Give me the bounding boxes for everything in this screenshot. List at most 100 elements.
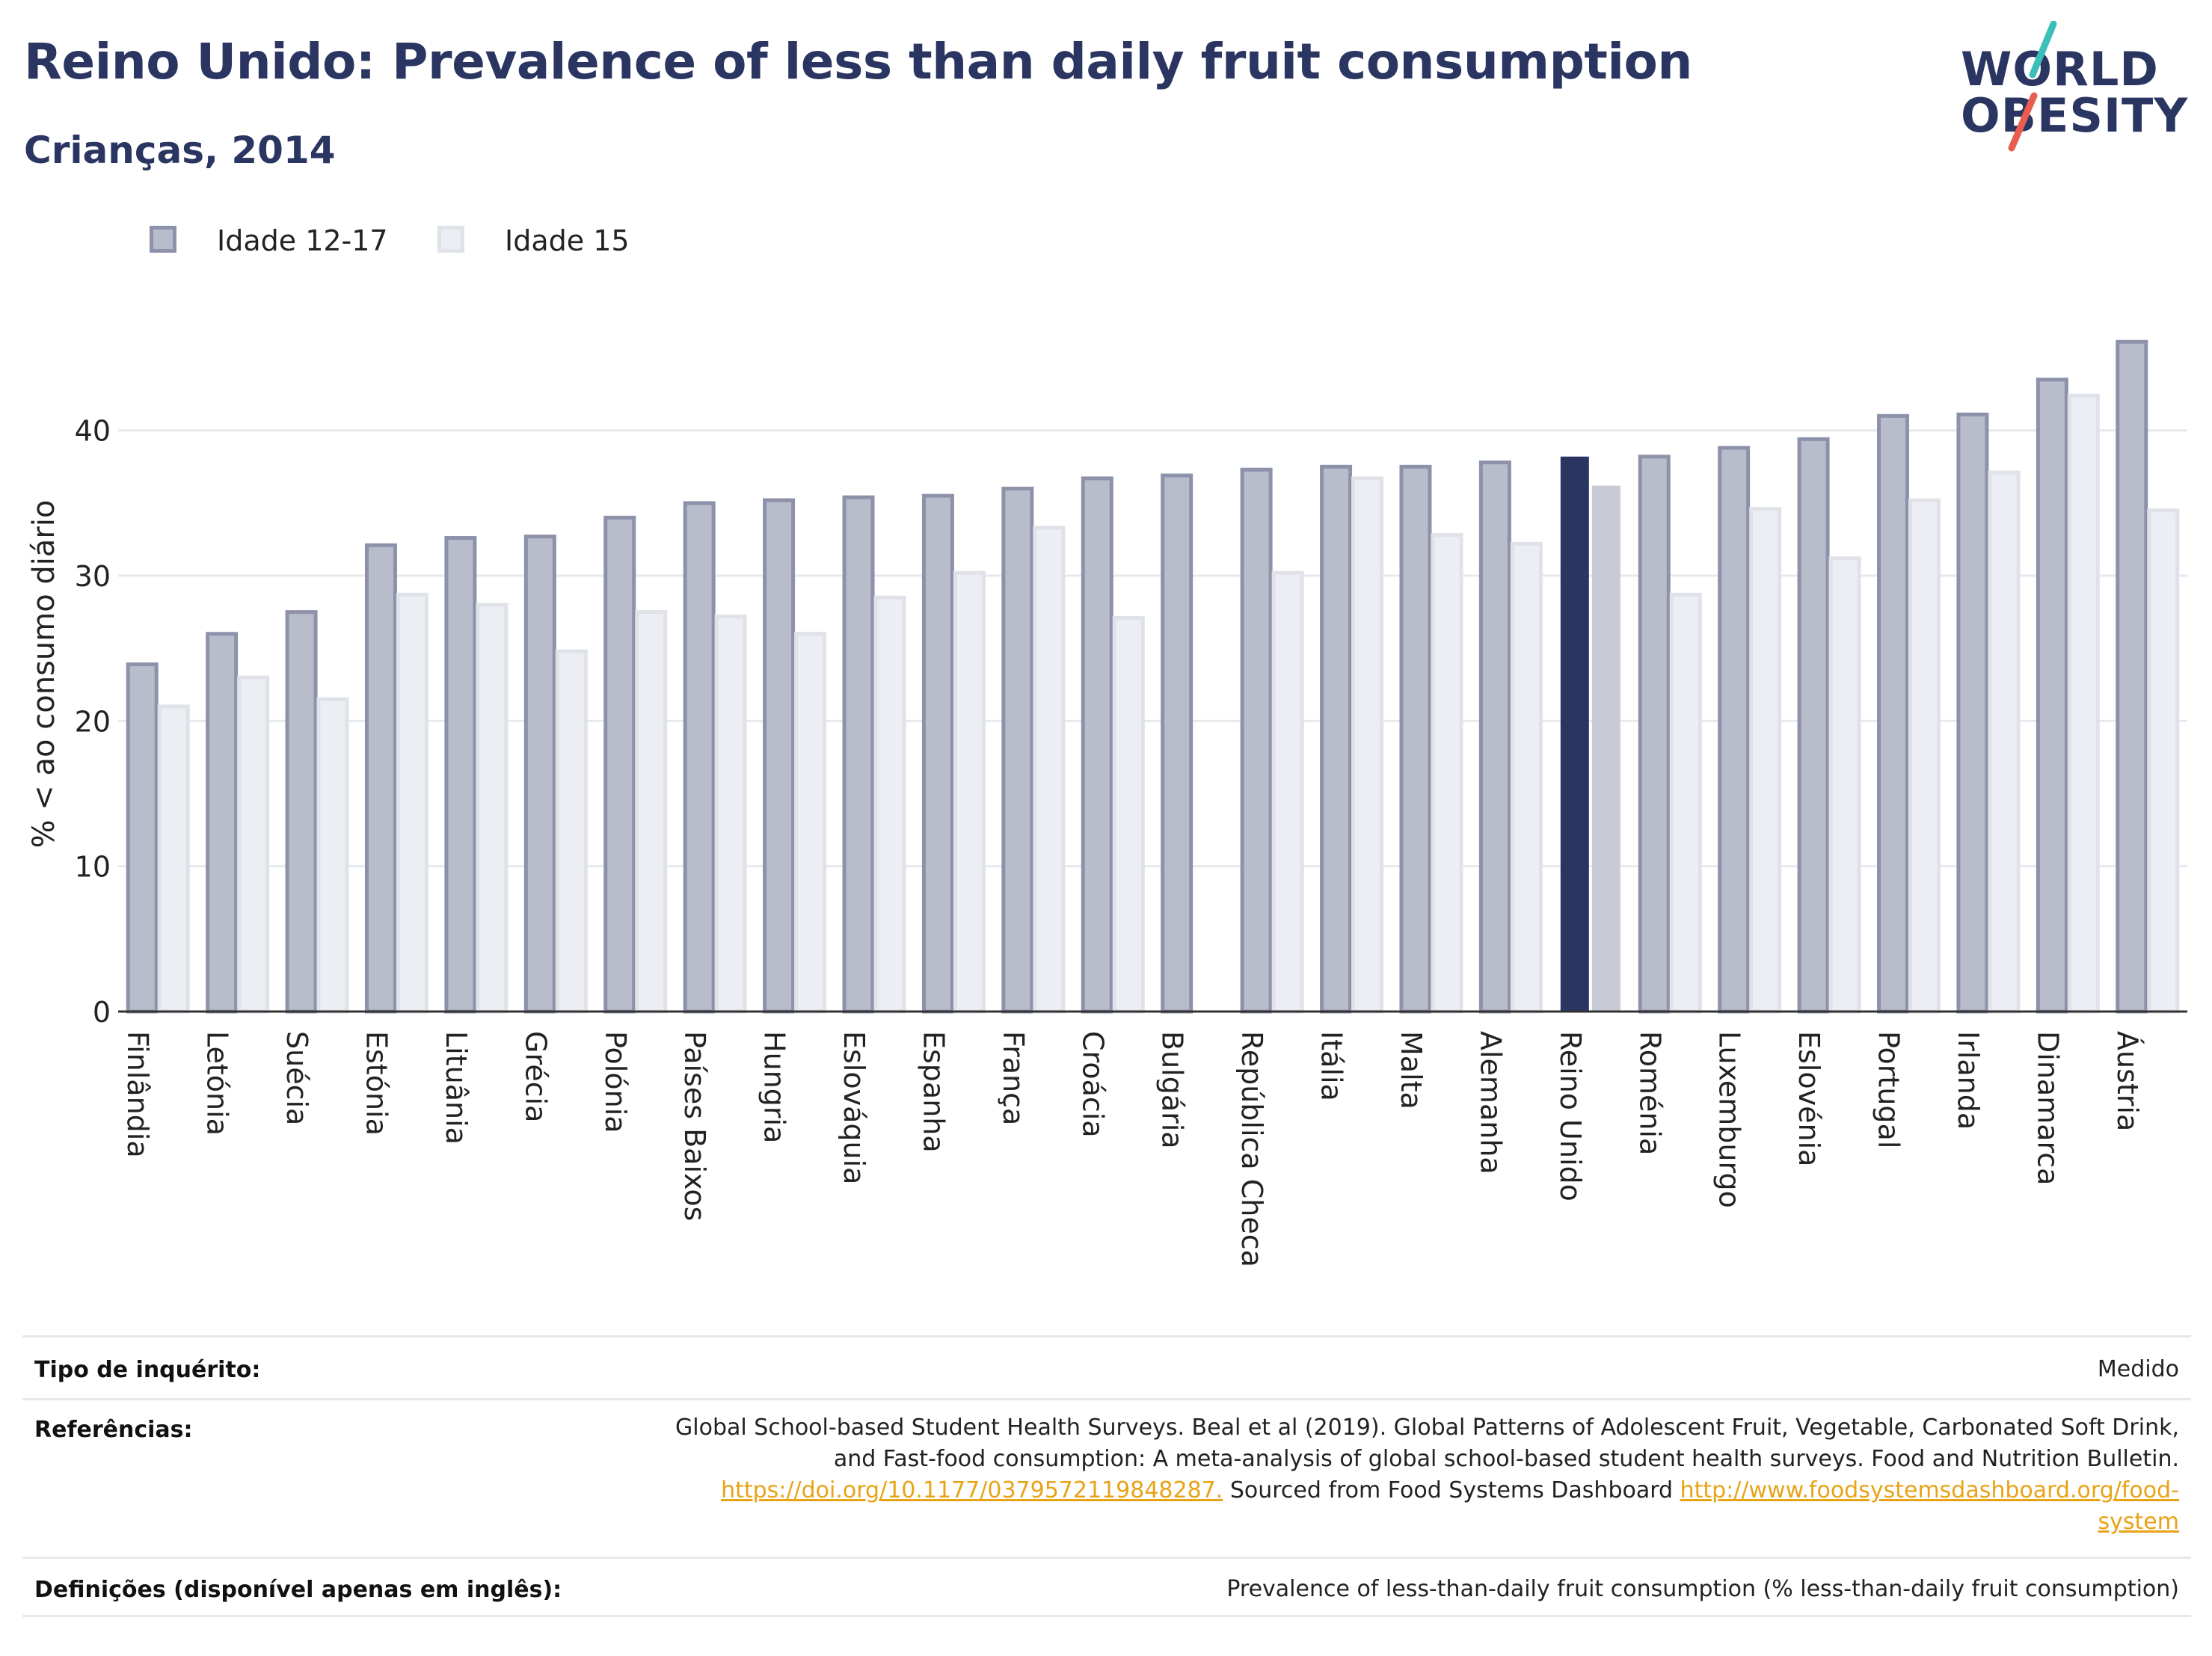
x-tick-label: República Checa [1235, 1031, 1268, 1267]
x-tick-label: França [997, 1031, 1030, 1125]
doi-link[interactable]: https://doi.org/10.1177/0379572119848287… [721, 1477, 1223, 1503]
bar-idade-15[interactable] [1828, 556, 1861, 1014]
bar-idade-12-17[interactable] [921, 493, 954, 1014]
chart-title: Reino Unido: Prevalence of less than dai… [24, 33, 1692, 90]
reference-line-3: https://doi.org/10.1177/0379572119848287… [675, 1475, 2179, 1506]
x-tick-label: Irlanda [1952, 1031, 1985, 1130]
bar-idade-15[interactable] [794, 632, 827, 1014]
bar-idade-15[interactable] [1591, 485, 1620, 1012]
bar-idade-15[interactable] [237, 675, 270, 1014]
info-row-definitions: Definições (disponível apenas em inglês)… [22, 1557, 2191, 1619]
bar-idade-12-17[interactable] [1478, 460, 1511, 1014]
info-value-definitions: Prevalence of less-than-daily fruit cons… [1226, 1576, 2179, 1602]
food-systems-link-cont[interactable]: system [2098, 1509, 2179, 1535]
bar-idade-12-17[interactable] [1877, 413, 1910, 1014]
bar-idade-12-17[interactable] [364, 543, 397, 1014]
bar-idade-15[interactable] [1988, 470, 2021, 1014]
legend-label-series2: Idade 15 [505, 224, 630, 257]
x-tick-label: Eslovénia [1792, 1031, 1825, 1166]
bar-idade-12-17[interactable] [1956, 412, 1989, 1014]
reference-sourced-text: Sourced from Food Systems Dashboard [1223, 1477, 1680, 1503]
bar-idade-12-17[interactable] [603, 515, 636, 1014]
y-tick-label: 10 [75, 851, 111, 884]
info-row-survey-type: Tipo de inquérito: Medido [22, 1335, 2191, 1398]
bar-idade-15[interactable] [1431, 533, 1463, 1014]
x-tick-label: Eslováquia [838, 1031, 870, 1184]
bar-idade-15[interactable] [1033, 526, 1066, 1014]
legend-swatch-series1 [150, 226, 176, 253]
bar-idade-15[interactable] [714, 614, 747, 1014]
x-tick-label: Dinamarca [2031, 1031, 2064, 1185]
bar-idade-12-17[interactable] [523, 535, 556, 1014]
bar-idade-15[interactable] [396, 592, 428, 1014]
info-value-survey-type: Medido [2097, 1356, 2179, 1382]
x-tick-label: Letónia [201, 1031, 234, 1136]
bar-idade-12-17[interactable] [285, 610, 318, 1014]
reference-line-4: system [675, 1506, 2179, 1538]
bar-idade-12-17[interactable] [1399, 464, 1432, 1014]
bar-idade-12-17[interactable] [1081, 476, 1113, 1014]
food-systems-link[interactable]: http://www.foodsystemsdashboard.org/food… [1680, 1477, 2179, 1503]
bar-idade-12-17[interactable] [842, 495, 875, 1014]
logo-slash-icon [2008, 21, 2057, 152]
bar-idade-12-17[interactable] [1240, 467, 1273, 1014]
x-tick-label: Croácia [1076, 1031, 1109, 1138]
bar-idade-15[interactable] [1112, 615, 1145, 1014]
x-tick-label: Países Baixos [678, 1031, 711, 1221]
bar-idade-15[interactable] [953, 570, 986, 1014]
bar-idade-12-17[interactable] [206, 632, 239, 1014]
bar-idade-12-17[interactable] [1797, 437, 1830, 1014]
bar-idade-15[interactable] [873, 595, 906, 1014]
bar-idade-15[interactable] [1669, 592, 1702, 1014]
world-obesity-logo[interactable]: WORLD OBESITY [1944, 21, 2199, 163]
bar-idade-15[interactable] [555, 649, 588, 1014]
bar-idade-12-17[interactable] [2116, 339, 2148, 1014]
y-axis-title: % < ao consumo diário [27, 500, 61, 849]
bar-idade-15[interactable] [1351, 476, 1384, 1014]
x-tick-label: Malta [1395, 1031, 1428, 1109]
logo-line1: WORLD [1961, 42, 2159, 96]
bar-idade-12-17[interactable] [126, 662, 159, 1014]
bar-idade-15[interactable] [157, 704, 190, 1014]
bar-idade-15[interactable] [1271, 570, 1304, 1014]
bar-idade-12-17[interactable] [1161, 473, 1193, 1014]
bar-idade-12-17[interactable] [1560, 456, 1589, 1012]
bar-idade-12-17[interactable] [2036, 378, 2068, 1014]
info-key-survey-type: Tipo de inquérito: [34, 1357, 261, 1383]
x-tick-label: Polónia [599, 1031, 632, 1133]
x-tick-label: Reino Unido [1554, 1031, 1587, 1201]
x-tick-label: Luxemburgo [1713, 1031, 1746, 1208]
bar-idade-12-17[interactable] [1718, 446, 1751, 1014]
y-tick-label: 30 [75, 560, 111, 593]
bar-idade-15[interactable] [1908, 498, 1941, 1014]
reference-line-2: and Fast-food consumption: A meta-analys… [833, 1446, 2179, 1472]
chart-subtitle: Crianças, 2014 [24, 129, 336, 172]
bar-idade-12-17[interactable] [444, 536, 477, 1014]
bar-idade-15[interactable] [2067, 393, 2100, 1014]
x-tick-label: Hungria [758, 1031, 791, 1143]
reference-line-1: Global School-based Student Health Surve… [675, 1415, 2179, 1441]
bar-idade-12-17[interactable] [763, 498, 796, 1014]
bar-idade-15[interactable] [635, 610, 668, 1014]
x-tick-label: Portugal [1872, 1031, 1905, 1148]
bar-idade-12-17[interactable] [1001, 486, 1034, 1014]
bar-idade-12-17[interactable] [1638, 455, 1671, 1014]
info-row-references: Referências: Global School-based Student… [22, 1398, 2191, 1557]
x-tick-label: Bulgária [1156, 1031, 1189, 1149]
bar-idade-15[interactable] [2147, 508, 2180, 1014]
info-value-references: Global School-based Student Health Surve… [675, 1412, 2179, 1538]
bar-idade-15[interactable] [1510, 541, 1543, 1014]
bar-chart: 0 10 20 30 40 % < ao consumo diário Finlândia L… [27, 339, 2187, 1267]
bar-idade-15[interactable] [316, 697, 349, 1014]
x-tick-label: Áustria [2111, 1031, 2144, 1131]
y-tick-label: 0 [93, 996, 111, 1029]
x-tick-label: Lituânia [440, 1031, 473, 1145]
bar-idade-12-17[interactable] [1320, 464, 1353, 1014]
bar-idade-15[interactable] [476, 603, 509, 1014]
bar-idade-15[interactable] [1749, 507, 1782, 1014]
y-tick-label: 40 [75, 415, 111, 448]
x-tick-label: Alemanha [1474, 1031, 1507, 1175]
info-key-references: Referências: [34, 1417, 193, 1443]
legend-label-series1: Idade 12-17 [217, 224, 388, 257]
bar-idade-12-17[interactable] [683, 501, 716, 1014]
